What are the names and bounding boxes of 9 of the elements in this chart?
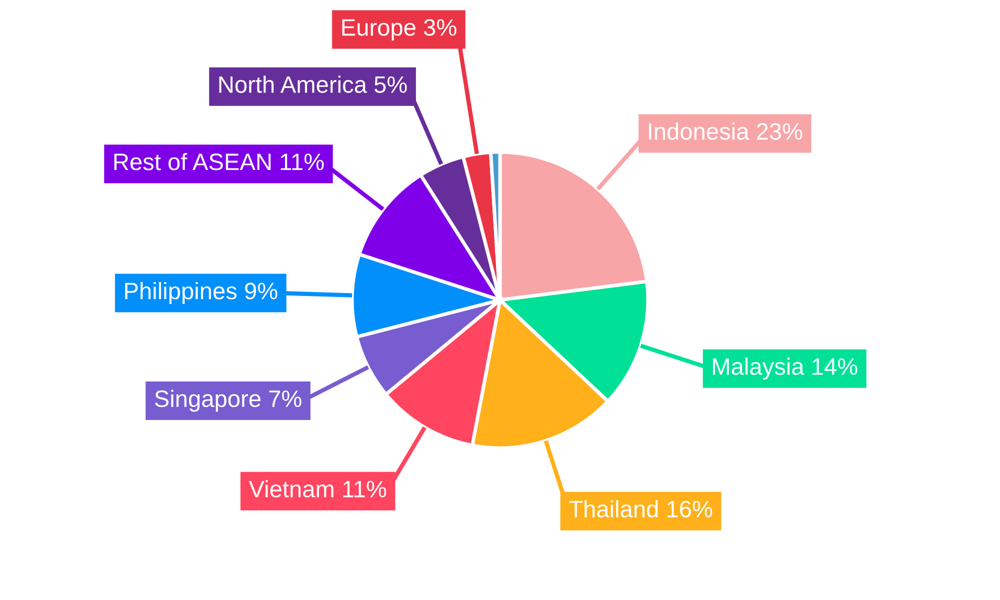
slice-label: North America 5% xyxy=(219,76,407,93)
slice-label: Europe 3% xyxy=(342,19,456,40)
slice-label: Thailand 16% xyxy=(569,500,712,518)
slice-label: Vietnam 11% xyxy=(248,480,386,498)
slice-label: Rest of ASEAN 11% xyxy=(114,152,324,170)
slice-label: Philippines 9% xyxy=(125,282,278,304)
slice-label: Malaysia 14% xyxy=(713,358,858,380)
slice-label: Indonesia 23% xyxy=(648,122,802,140)
slice-label: Singapore 7% xyxy=(154,390,302,412)
